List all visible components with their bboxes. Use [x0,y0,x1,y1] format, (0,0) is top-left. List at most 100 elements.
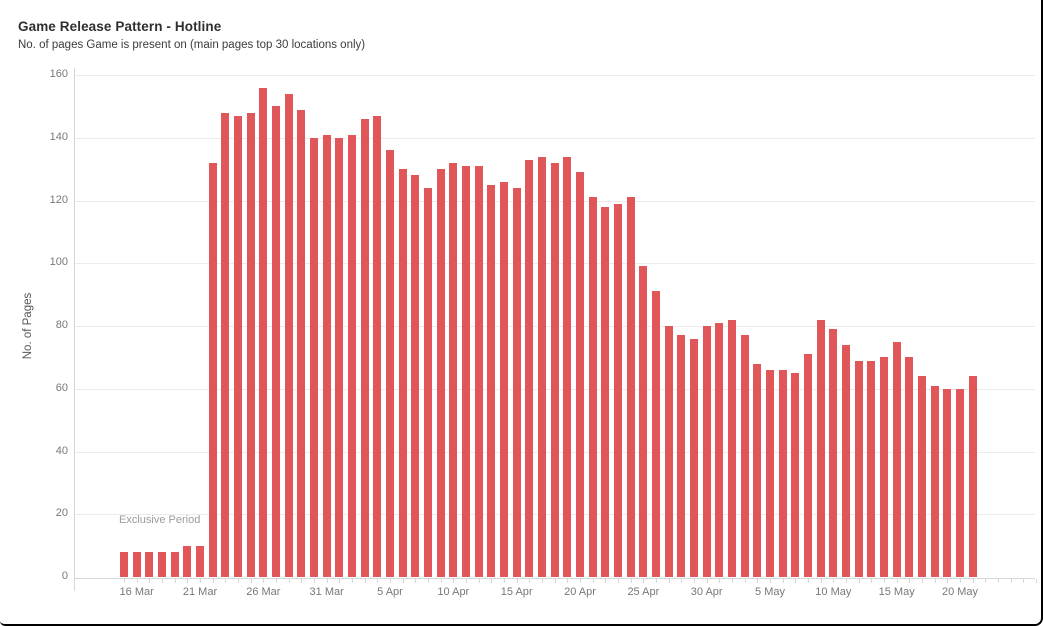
bar[interactable] [702,326,711,577]
bar[interactable] [512,187,521,577]
x-axis-tick [212,579,214,583]
bar[interactable] [804,354,813,577]
bar[interactable] [398,169,407,577]
bar[interactable] [930,385,939,577]
bar[interactable] [284,93,293,577]
bar[interactable] [918,376,927,577]
bar[interactable] [449,162,458,577]
bar[interactable] [386,150,394,577]
bar[interactable] [120,551,128,577]
bar[interactable] [196,545,204,577]
bar[interactable] [550,162,559,577]
y-tick-label: 40 [55,444,68,457]
bar[interactable] [753,363,762,577]
bar[interactable] [905,357,914,577]
x-tick-label: 10 Apr [437,586,470,598]
bar[interactable] [208,162,217,577]
bar[interactable] [234,115,242,577]
bar[interactable] [246,112,255,577]
bar[interactable] [728,319,737,577]
bar[interactable] [158,551,166,577]
x-axis-tick [757,579,759,583]
bar[interactable] [348,134,356,577]
x-tick-label: 26 Mar [246,586,281,598]
bar[interactable] [715,322,724,577]
bar[interactable] [322,134,331,577]
bar[interactable] [639,266,648,577]
bar[interactable] [474,165,483,577]
bar[interactable] [525,159,534,577]
gridline [75,75,1035,76]
x-axis-tick [504,579,505,583]
bar[interactable] [968,376,977,577]
x-axis-tick [415,579,417,583]
bar[interactable] [601,206,610,577]
bar[interactable] [829,329,838,577]
x-axis-tick [364,579,366,583]
bar[interactable] [867,360,876,577]
x-axis-tick [795,579,797,583]
bar[interactable] [335,137,344,577]
bar[interactable] [626,197,635,577]
bar[interactable] [360,118,369,577]
bar[interactable] [411,175,420,577]
x-axis-tick [871,579,873,583]
bar[interactable] [424,187,432,577]
x-axis-tick [567,579,569,583]
x-axis-tick [985,579,987,583]
bar[interactable] [487,184,496,577]
x-axis-tick [656,579,657,583]
x-axis-tick [592,579,594,583]
bar[interactable] [310,137,318,577]
bar[interactable] [690,338,698,577]
bar[interactable] [297,109,306,577]
x-axis-tick [744,579,746,583]
x-axis-tick [782,579,784,583]
bar[interactable] [170,551,179,577]
x-axis-tick [314,579,315,583]
bar[interactable] [791,373,800,577]
bar[interactable] [259,87,268,577]
bar[interactable] [576,172,584,577]
x-axis-tick [200,579,201,583]
bar[interactable] [664,326,673,577]
x-axis-tick [643,579,645,583]
bar[interactable] [956,388,965,577]
x-axis-tick [238,579,239,583]
bar[interactable] [652,291,660,577]
y-tick-label: 120 [49,193,68,206]
bar[interactable] [588,197,597,577]
bar[interactable] [538,156,546,577]
bar[interactable] [132,551,141,577]
bar[interactable] [677,335,686,577]
bar[interactable] [462,165,470,577]
bar[interactable] [943,388,952,577]
x-axis-tick [162,579,163,583]
bar[interactable] [272,106,280,577]
bar[interactable] [500,181,508,577]
bar[interactable] [778,369,787,577]
bar[interactable] [563,156,572,577]
y-tick-label: 0 [61,570,68,582]
bar[interactable] [842,344,851,577]
bar[interactable] [183,545,192,577]
bar[interactable] [892,341,901,577]
gridline [75,137,1035,139]
bar[interactable] [816,319,825,577]
bar[interactable] [614,203,622,577]
x-axis-tick [820,579,822,583]
bar[interactable] [145,551,154,577]
x-tick-label: 31 Mar [309,586,344,598]
x-axis-tick [808,579,810,583]
x-tick-label: 16 Mar [119,586,154,598]
bar[interactable] [373,115,382,577]
x-axis-tick [529,579,531,583]
x-axis-tick [934,579,936,583]
bar[interactable] [221,112,230,577]
bar[interactable] [854,360,863,577]
x-axis-tick [250,579,252,583]
bar[interactable] [766,369,775,577]
bar[interactable] [880,357,889,577]
bar[interactable] [740,335,749,577]
bar[interactable] [436,169,445,577]
